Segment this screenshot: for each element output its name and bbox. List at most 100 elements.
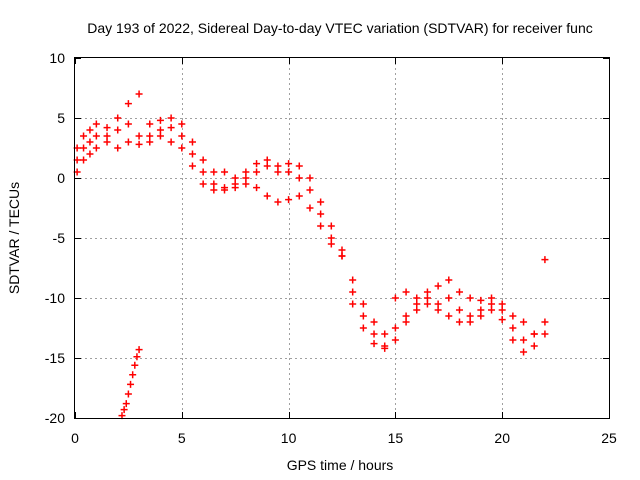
data-point [118, 412, 126, 420]
data-point [92, 132, 100, 140]
data-point [498, 306, 506, 314]
data-point [530, 330, 538, 338]
data-point [381, 344, 389, 352]
data-point [188, 162, 196, 170]
y-tick-label: -5 [53, 230, 66, 246]
data-point [263, 162, 271, 170]
data-point [349, 276, 357, 284]
x-axis-label: GPS time / hours [287, 457, 394, 473]
data-point [370, 330, 378, 338]
data-point [317, 222, 325, 230]
y-tick-label: 0 [57, 170, 65, 186]
x-tick-label: 5 [178, 430, 186, 446]
data-point [541, 256, 549, 264]
data-point [445, 294, 453, 302]
data-point [210, 168, 218, 176]
data-point [488, 300, 496, 308]
data-point [488, 294, 496, 302]
data-point [306, 174, 314, 182]
data-point [167, 124, 175, 132]
data-point [295, 192, 303, 200]
data-point [274, 162, 282, 170]
data-point [188, 150, 196, 158]
data-point [370, 318, 378, 326]
data-point [327, 222, 335, 230]
data-point [359, 300, 367, 308]
data-point [210, 186, 218, 194]
data-point [188, 138, 196, 146]
data-point [124, 138, 132, 146]
data-point [295, 162, 303, 170]
data-point [285, 196, 293, 204]
data-point [274, 168, 282, 176]
data-point [103, 138, 111, 146]
data-point [381, 330, 389, 338]
data-points [73, 90, 549, 420]
data-point [127, 380, 135, 388]
y-tick-label: -10 [45, 290, 65, 306]
data-point [423, 294, 431, 302]
data-point [520, 318, 528, 326]
data-point [306, 204, 314, 212]
data-point [156, 116, 164, 124]
data-point [263, 192, 271, 200]
data-point [253, 168, 261, 176]
data-point [445, 312, 453, 320]
data-point [317, 198, 325, 206]
data-point [114, 114, 122, 122]
data-point [135, 140, 143, 148]
data-point [477, 312, 485, 320]
data-point [210, 180, 218, 188]
data-point [242, 168, 250, 176]
data-point [466, 312, 474, 320]
data-point [135, 132, 143, 140]
data-point [146, 138, 154, 146]
data-point [120, 406, 128, 414]
data-point [263, 156, 271, 164]
data-point [133, 353, 141, 361]
grid-lines [75, 58, 609, 418]
y-tick-label: -20 [45, 410, 65, 426]
data-point [306, 186, 314, 194]
data-point [253, 184, 261, 192]
x-tick-label: 10 [281, 430, 297, 446]
data-point [103, 124, 111, 132]
data-point [402, 312, 410, 320]
data-point [146, 120, 154, 128]
plot-frame [74, 57, 610, 419]
data-point [466, 294, 474, 302]
data-point [103, 132, 111, 140]
data-point [402, 288, 410, 296]
data-point [131, 361, 139, 369]
data-point [231, 174, 239, 182]
data-point [156, 132, 164, 140]
series-track-d [118, 346, 143, 420]
y-tick-label: 5 [57, 110, 65, 126]
data-point [285, 160, 293, 168]
data-point [488, 306, 496, 314]
x-tick-label: 25 [601, 430, 617, 446]
data-point [477, 306, 485, 314]
data-point [423, 300, 431, 308]
data-point [445, 276, 453, 284]
data-point [327, 234, 335, 242]
data-point [129, 371, 137, 379]
x-tick-label: 15 [388, 430, 404, 446]
data-point [80, 132, 88, 140]
data-point [498, 300, 506, 308]
data-point [156, 126, 164, 134]
data-point [349, 300, 357, 308]
data-point [509, 336, 517, 344]
data-point [285, 168, 293, 176]
data-point [221, 186, 229, 194]
data-point [413, 300, 421, 308]
series-track-a [73, 114, 549, 338]
data-point [434, 300, 442, 308]
data-point [80, 156, 88, 164]
data-point [178, 132, 186, 140]
data-point [338, 246, 346, 254]
data-point [86, 126, 94, 134]
data-point [92, 120, 100, 128]
data-point [231, 184, 239, 192]
data-point [80, 144, 88, 152]
